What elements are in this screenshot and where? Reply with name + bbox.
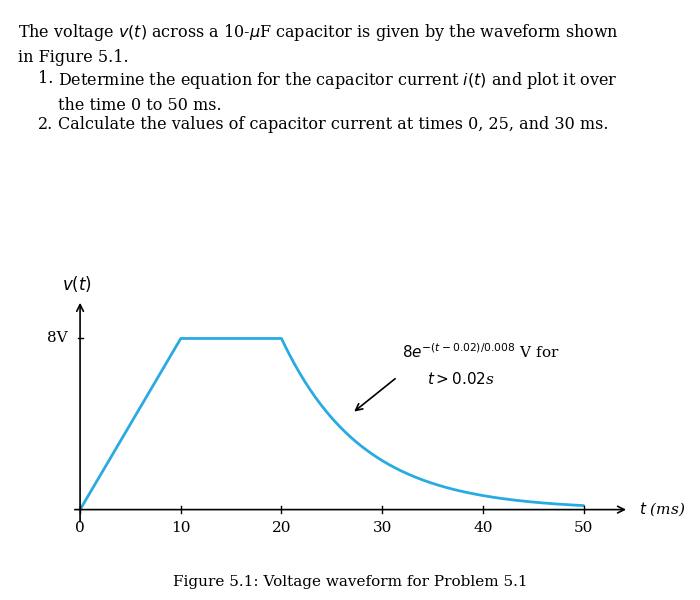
Text: 2.: 2. bbox=[38, 116, 53, 133]
Text: Figure 5.1: Voltage waveform for Problem 5.1: Figure 5.1: Voltage waveform for Problem… bbox=[173, 575, 527, 589]
Text: Determine the equation for the capacitor current $i(t)$ and plot it over
the tim: Determine the equation for the capacitor… bbox=[58, 70, 617, 115]
Text: Calculate the values of capacitor current at times 0, 25, and 30 ms.: Calculate the values of capacitor curren… bbox=[58, 116, 608, 133]
Text: 50: 50 bbox=[574, 521, 594, 535]
Text: $t > 0.02$s: $t > 0.02$s bbox=[428, 371, 496, 386]
Text: $v(t)$: $v(t)$ bbox=[62, 274, 92, 293]
Text: 20: 20 bbox=[272, 521, 291, 535]
Text: $t$ (ms): $t$ (ms) bbox=[639, 501, 685, 518]
Text: 10: 10 bbox=[171, 521, 190, 535]
Text: 0: 0 bbox=[75, 521, 85, 535]
Text: $8e^{-(t-0.02)/0.008}$ V for: $8e^{-(t-0.02)/0.008}$ V for bbox=[402, 343, 560, 361]
Text: 1.: 1. bbox=[38, 70, 53, 87]
Text: 30: 30 bbox=[372, 521, 392, 535]
Text: 40: 40 bbox=[473, 521, 493, 535]
Text: 8V: 8V bbox=[48, 331, 68, 346]
Text: The voltage $v(t)$ across a 10-$\mu$F capacitor is given by the waveform shown
i: The voltage $v(t)$ across a 10-$\mu$F ca… bbox=[18, 22, 619, 67]
